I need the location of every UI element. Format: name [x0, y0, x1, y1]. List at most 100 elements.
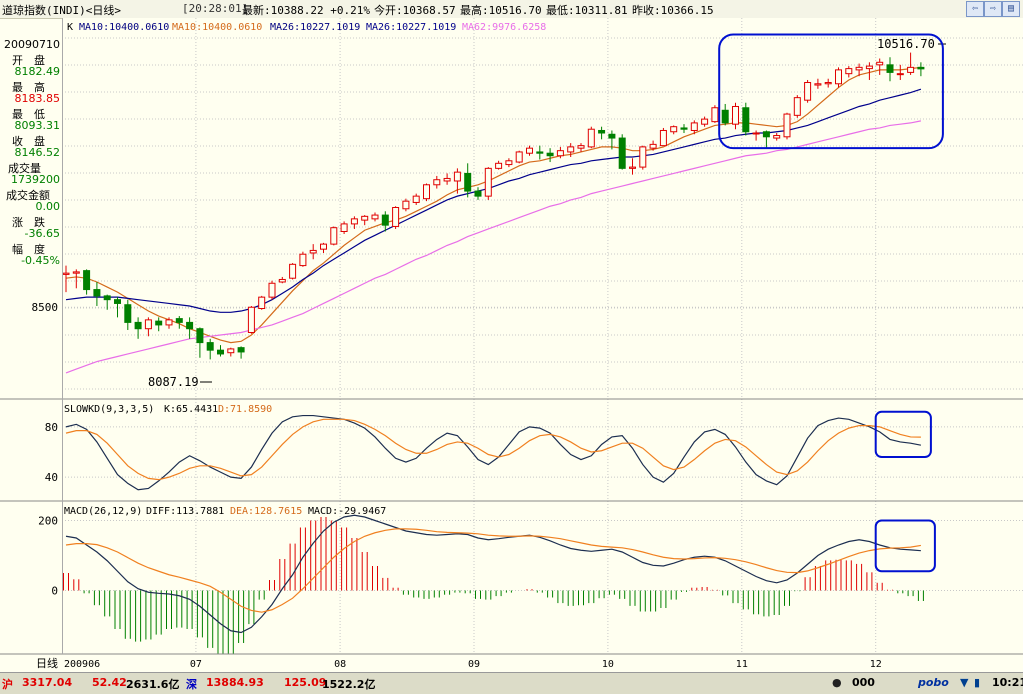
x-tick-label: 10: [602, 659, 614, 670]
candle-body: [701, 118, 709, 125]
candle-body: [711, 107, 719, 123]
quote-high: 最高:10516.70: [460, 4, 542, 17]
highlight-box-macd: [874, 519, 936, 573]
brand-logo: pobo: [918, 676, 949, 689]
candle-body: [83, 270, 91, 291]
kd-legend-d: D:71.8590: [218, 404, 272, 415]
candle-body: [515, 151, 523, 163]
candle-body: [299, 253, 307, 267]
candle-body: [649, 143, 657, 149]
candle-body: [618, 137, 626, 169]
quote-prev-close: 昨收:10366.15: [632, 4, 714, 17]
candle-body: [556, 150, 564, 157]
candle-body: [824, 82, 832, 85]
candle-body: [165, 319, 173, 326]
y-tick-label: 200: [38, 515, 58, 528]
open-label: 开 盘: [12, 54, 45, 67]
candle-body: [876, 61, 884, 66]
index-title: 道琼指数(INDI)<日线>: [2, 4, 121, 17]
candle-body: [855, 66, 863, 71]
ma-line-ma62: [65, 120, 922, 374]
ma-line-ma10: [65, 66, 921, 344]
candle-body: [155, 320, 163, 326]
candle-body: [629, 166, 636, 169]
macd-legend-diff: DIFF:113.7881: [146, 506, 224, 517]
candle-body: [443, 177, 451, 182]
candle-body: [320, 243, 327, 250]
candle-body: [526, 147, 533, 154]
ma-legend-ma62: MA62:9976.6258: [462, 22, 546, 33]
candle-body: [886, 64, 894, 73]
candle-body: [350, 218, 358, 225]
candle-body: [423, 184, 430, 200]
candle-body: [690, 122, 698, 131]
candle-body: [392, 207, 400, 227]
candle-body: [124, 304, 132, 323]
candle-body: [752, 132, 760, 135]
window-toggle-icon[interactable]: ▤: [1002, 1, 1020, 17]
x-axis-label: 日线: [36, 656, 58, 670]
back-arrow-icon[interactable]: ⇦: [966, 1, 984, 17]
candle-body: [464, 172, 472, 192]
chart-area[interactable]: K MA10:10400.0610 MA10:10400.0610 MA26:1…: [0, 18, 1023, 672]
code-box[interactable]: 000: [852, 676, 875, 689]
candle-body: [835, 69, 842, 85]
x-tick-label: 07: [190, 659, 202, 670]
candle-body: [608, 133, 616, 139]
low-value: 8093.31: [14, 119, 61, 132]
sh-change: 52.42: [92, 676, 127, 689]
forward-arrow-icon[interactable]: ⇨: [984, 1, 1002, 17]
candle-body: [433, 179, 441, 186]
candle-body: [762, 131, 770, 138]
candle-body: [412, 195, 420, 203]
sz-label: 深: [186, 678, 197, 691]
ma-legend-ma10-b: MA10:10400.0610: [172, 22, 262, 33]
quote-time: [20:28:01]: [182, 2, 249, 15]
circle-icon[interactable]: ●: [832, 676, 842, 689]
y-tick-label: 80: [45, 421, 58, 434]
clock-display: 10:21: [992, 676, 1023, 689]
candle-body: [381, 214, 389, 226]
macd-legend-name: MACD(26,12,9): [64, 506, 142, 517]
candle-body: [804, 82, 812, 101]
candle-body: [289, 263, 297, 279]
candle-body: [258, 296, 266, 310]
amount-value: 0.00: [35, 200, 61, 213]
candle-body: [206, 342, 214, 351]
highlight-box-kd: [874, 410, 932, 459]
candle-body: [536, 151, 544, 154]
x-tick-label: 09: [468, 659, 480, 670]
grid-lines: [62, 18, 1023, 654]
candle-body: [268, 282, 276, 298]
y-tick-label: 8500: [32, 301, 59, 314]
candle-body: [814, 83, 822, 86]
close-label: 收 盘: [12, 135, 45, 148]
open-value: 8182.49: [14, 65, 61, 78]
candle-body: [196, 328, 204, 344]
candle-body: [742, 107, 750, 133]
y-tick-label: 0: [51, 585, 58, 598]
candle-body: [227, 348, 235, 354]
header-bar: 道琼指数(INDI)<日线> [20:28:01] 最新:10388.22 +0…: [0, 0, 1023, 19]
candle-body: [103, 295, 111, 301]
sz-amount: 1522.2亿: [322, 678, 376, 691]
sh-label: 沪: [2, 678, 13, 691]
candle-body: [72, 271, 80, 274]
ma-legend-ma10-a: MA10:10400.0610: [79, 22, 169, 33]
candle-body: [93, 289, 101, 297]
low-label: 最 低: [12, 108, 45, 121]
filter-icon[interactable]: ▼: [960, 676, 969, 689]
x-tick-label: 08: [334, 659, 346, 670]
pct-label: 幅 度: [12, 243, 45, 256]
macd-line-diff: [65, 514, 921, 634]
candle-body: [453, 171, 461, 182]
macd-legend-macd: MACD:-29.9467: [308, 506, 386, 517]
kd-line-d: [65, 418, 921, 481]
candle-body: [907, 66, 915, 73]
candle-body: [217, 349, 224, 355]
candle-body: [402, 200, 410, 210]
candle-body: [340, 223, 348, 232]
candle-body: [598, 129, 606, 134]
candle-body: [62, 272, 70, 275]
candle-body: [186, 321, 194, 330]
